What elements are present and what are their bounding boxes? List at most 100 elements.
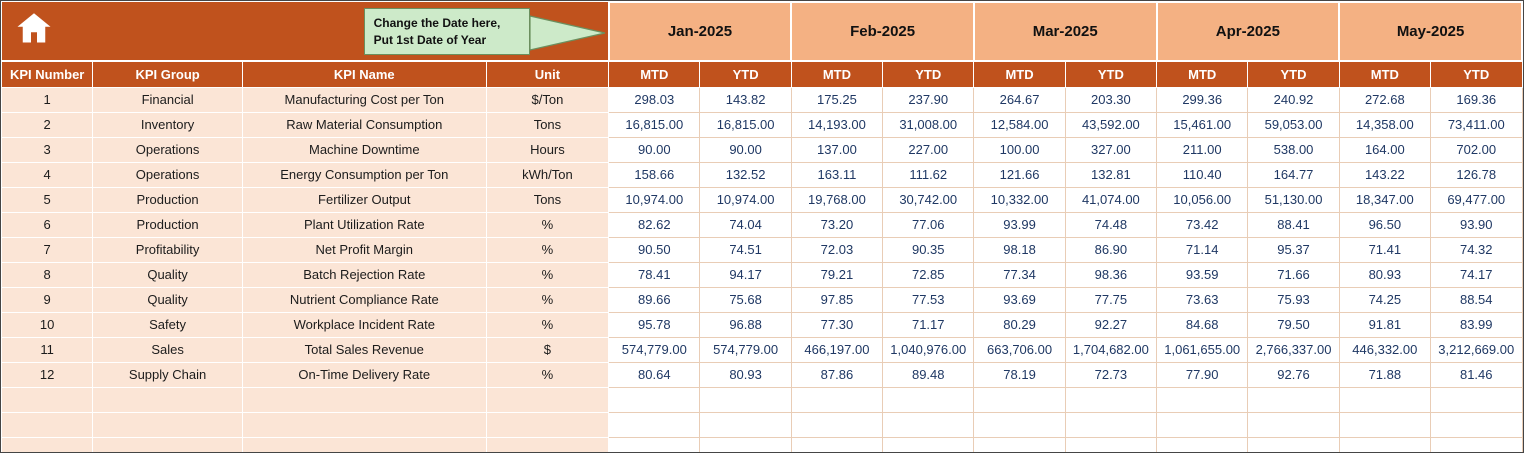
empty-value-cell[interactable] (1430, 436, 1523, 452)
value-cell[interactable]: 164.00 (1338, 136, 1432, 163)
value-cell[interactable]: 71.17 (882, 311, 975, 338)
value-cell[interactable]: 237.90 (882, 86, 975, 113)
empty-value-cell[interactable] (790, 386, 884, 413)
value-cell[interactable]: 73.42 (1156, 211, 1249, 238)
month-header-mar[interactable]: Mar-2025 (972, 1, 1158, 62)
value-cell[interactable]: 95.37 (1247, 236, 1340, 263)
value-cell[interactable]: 298.03 (608, 86, 701, 113)
empty-value-cell[interactable] (1338, 436, 1432, 452)
value-cell[interactable]: 73,411.00 (1430, 111, 1523, 138)
value-cell[interactable]: 80.64 (608, 361, 701, 388)
value-cell[interactable]: 71.66 (1247, 261, 1340, 288)
value-cell[interactable]: 51,130.00 (1247, 186, 1340, 213)
value-cell[interactable]: 14,193.00 (790, 111, 884, 138)
empty-label-cell[interactable] (1, 386, 94, 413)
value-cell[interactable]: 132.52 (699, 161, 792, 188)
empty-value-cell[interactable] (973, 411, 1066, 438)
value-cell[interactable]: 79.50 (1247, 311, 1340, 338)
empty-value-cell[interactable] (1247, 436, 1340, 452)
unit-cell[interactable]: % (485, 311, 610, 338)
value-cell[interactable]: 72.85 (882, 261, 975, 288)
empty-label-cell[interactable] (1, 411, 94, 438)
empty-label-cell[interactable] (92, 411, 243, 438)
value-cell[interactable]: 98.36 (1064, 261, 1158, 288)
kpi-group-cell[interactable]: Sales (92, 336, 243, 363)
kpi-name-cell[interactable]: Raw Material Consumption (241, 111, 487, 138)
value-cell[interactable]: 203.30 (1064, 86, 1158, 113)
empty-value-cell[interactable] (882, 411, 975, 438)
value-cell[interactable]: 86.90 (1064, 236, 1158, 263)
column-header-kpi-group[interactable]: KPI Group (92, 60, 243, 88)
value-cell[interactable]: 16,815.00 (608, 111, 701, 138)
kpi-group-cell[interactable]: Financial (92, 86, 243, 113)
value-cell[interactable]: 137.00 (790, 136, 884, 163)
kpi-number-cell[interactable]: 6 (1, 211, 94, 238)
value-cell[interactable]: 98.18 (973, 236, 1066, 263)
unit-cell[interactable]: Tons (485, 186, 610, 213)
value-cell[interactable]: 126.78 (1430, 161, 1523, 188)
column-header-ytd-mar[interactable]: YTD (1064, 60, 1158, 88)
empty-value-cell[interactable] (1247, 386, 1340, 413)
value-cell[interactable]: 16,815.00 (699, 111, 792, 138)
unit-cell[interactable]: % (485, 286, 610, 313)
column-header-ytd-apr[interactable]: YTD (1247, 60, 1340, 88)
empty-label-cell[interactable] (1, 436, 94, 452)
value-cell[interactable]: 89.48 (882, 361, 975, 388)
empty-value-cell[interactable] (1430, 386, 1523, 413)
value-cell[interactable]: 2,766,337.00 (1247, 336, 1340, 363)
kpi-group-cell[interactable]: Operations (92, 161, 243, 188)
value-cell[interactable]: 299.36 (1156, 86, 1249, 113)
value-cell[interactable]: 264.67 (973, 86, 1066, 113)
kpi-group-cell[interactable]: Inventory (92, 111, 243, 138)
value-cell[interactable]: 96.88 (699, 311, 792, 338)
value-cell[interactable]: 43,592.00 (1064, 111, 1158, 138)
value-cell[interactable]: 31,008.00 (882, 111, 975, 138)
value-cell[interactable]: 90.00 (608, 136, 701, 163)
empty-value-cell[interactable] (608, 436, 701, 452)
value-cell[interactable]: 163.11 (790, 161, 884, 188)
value-cell[interactable]: 3,212,669.00 (1430, 336, 1523, 363)
value-cell[interactable]: 240.92 (1247, 86, 1340, 113)
value-cell[interactable]: 77.30 (790, 311, 884, 338)
value-cell[interactable]: 88.54 (1430, 286, 1523, 313)
empty-label-cell[interactable] (485, 436, 610, 452)
value-cell[interactable]: 93.59 (1156, 261, 1249, 288)
kpi-number-cell[interactable]: 11 (1, 336, 94, 363)
value-cell[interactable]: 97.85 (790, 286, 884, 313)
value-cell[interactable]: 10,056.00 (1156, 186, 1249, 213)
value-cell[interactable]: 59,053.00 (1247, 111, 1340, 138)
empty-label-cell[interactable] (92, 436, 243, 452)
value-cell[interactable]: 702.00 (1430, 136, 1523, 163)
unit-cell[interactable]: Tons (485, 111, 610, 138)
empty-value-cell[interactable] (1064, 386, 1158, 413)
value-cell[interactable]: 30,742.00 (882, 186, 975, 213)
empty-value-cell[interactable] (882, 436, 975, 452)
value-cell[interactable]: 19,768.00 (790, 186, 884, 213)
value-cell[interactable]: 100.00 (973, 136, 1066, 163)
unit-cell[interactable]: Hours (485, 136, 610, 163)
value-cell[interactable]: 41,074.00 (1064, 186, 1158, 213)
column-header-mtd-jan[interactable]: MTD (608, 60, 701, 88)
kpi-group-cell[interactable]: Production (92, 211, 243, 238)
value-cell[interactable]: 81.46 (1430, 361, 1523, 388)
column-header-kpi-number[interactable]: KPI Number (1, 60, 94, 88)
value-cell[interactable]: 77.06 (882, 211, 975, 238)
column-header-mtd-apr[interactable]: MTD (1156, 60, 1249, 88)
value-cell[interactable]: 72.73 (1064, 361, 1158, 388)
value-cell[interactable]: 93.99 (973, 211, 1066, 238)
empty-value-cell[interactable] (1430, 411, 1523, 438)
value-cell[interactable]: 327.00 (1064, 136, 1158, 163)
value-cell[interactable]: 12,584.00 (973, 111, 1066, 138)
kpi-name-cell[interactable]: On-Time Delivery Rate (241, 361, 487, 388)
value-cell[interactable]: 74.32 (1430, 236, 1523, 263)
value-cell[interactable]: 10,332.00 (973, 186, 1066, 213)
kpi-group-cell[interactable]: Profitability (92, 236, 243, 263)
value-cell[interactable]: 574,779.00 (699, 336, 792, 363)
value-cell[interactable]: 663,706.00 (973, 336, 1066, 363)
empty-label-cell[interactable] (485, 386, 610, 413)
value-cell[interactable]: 10,974.00 (699, 186, 792, 213)
empty-label-cell[interactable] (241, 386, 487, 413)
kpi-number-cell[interactable]: 10 (1, 311, 94, 338)
kpi-name-cell[interactable]: Machine Downtime (241, 136, 487, 163)
kpi-group-cell[interactable]: Quality (92, 261, 243, 288)
